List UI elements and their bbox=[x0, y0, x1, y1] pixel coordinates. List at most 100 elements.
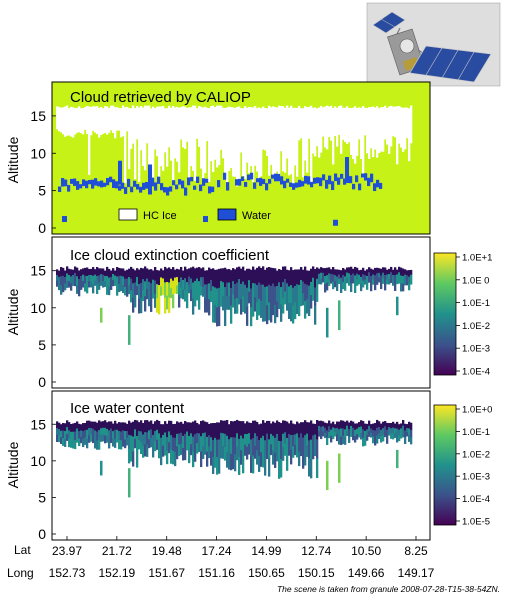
field-cell bbox=[60, 424, 63, 431]
field-cell bbox=[294, 444, 297, 456]
colorbar-tick-label: 1.0E 0 bbox=[462, 275, 489, 286]
field-cell bbox=[134, 429, 137, 439]
field-cell bbox=[302, 293, 305, 306]
water-cloud-cell bbox=[205, 178, 209, 183]
field-cell bbox=[388, 423, 391, 428]
field-cell bbox=[56, 280, 59, 287]
field-cell bbox=[392, 280, 395, 286]
field-cell bbox=[328, 279, 331, 286]
field-cell bbox=[114, 275, 117, 281]
field-cell bbox=[122, 438, 125, 447]
lat-tick-label: 17.24 bbox=[202, 544, 232, 558]
field-cell bbox=[338, 436, 341, 445]
field-cell bbox=[400, 433, 403, 439]
field-cell bbox=[388, 273, 391, 280]
field-cell bbox=[80, 430, 83, 437]
field-cell bbox=[270, 423, 273, 435]
field-cell bbox=[90, 434, 93, 442]
field-cell bbox=[306, 298, 309, 314]
field-cell bbox=[230, 453, 233, 471]
field-cell bbox=[214, 423, 217, 439]
field-cell bbox=[242, 421, 245, 439]
field-cell bbox=[170, 278, 173, 289]
field-cell bbox=[266, 286, 269, 306]
field-cell bbox=[184, 433, 187, 448]
field-cell bbox=[340, 285, 343, 294]
panel-frame bbox=[51, 236, 431, 389]
water-cloud-cell bbox=[133, 180, 137, 187]
field-cell bbox=[288, 302, 291, 319]
field-cell bbox=[248, 422, 251, 434]
hc-ice-column bbox=[172, 105, 175, 181]
field-cell bbox=[302, 281, 305, 294]
field-cell bbox=[254, 283, 257, 298]
extinction-field bbox=[56, 266, 413, 345]
field-cell bbox=[200, 268, 203, 278]
field-cell bbox=[338, 421, 341, 430]
field-cell bbox=[232, 281, 235, 295]
water-cloud-cell bbox=[283, 180, 287, 189]
field-cell bbox=[220, 420, 223, 434]
field-cell bbox=[202, 286, 205, 297]
colorbar-extinction: 1.0E+1 1.0E 0 1.0E-1 1.0E-2 1.0E-3 1.0E-4 bbox=[433, 253, 492, 378]
field-cell bbox=[204, 284, 207, 299]
long-tick-label: 151.16 bbox=[198, 566, 235, 580]
hc-ice-column bbox=[372, 106, 375, 158]
field-cell bbox=[218, 306, 221, 327]
y-tick-label: 0 bbox=[38, 374, 46, 390]
field-cell bbox=[402, 419, 405, 426]
field-cell bbox=[256, 421, 259, 437]
field-cell bbox=[344, 269, 347, 277]
hc-ice-column bbox=[114, 107, 117, 139]
field-cell bbox=[192, 266, 195, 283]
field-cell bbox=[164, 282, 167, 299]
field-cell bbox=[256, 285, 259, 303]
hc-ice-column bbox=[376, 106, 379, 158]
field-cell bbox=[386, 436, 389, 444]
field-cell bbox=[274, 452, 277, 468]
field-cell bbox=[74, 422, 77, 432]
field-cell bbox=[82, 268, 85, 275]
field-cell bbox=[308, 440, 311, 459]
field-cell bbox=[378, 277, 381, 283]
water-cloud-cell bbox=[85, 180, 89, 189]
field-cell bbox=[56, 275, 59, 282]
field-cell bbox=[302, 437, 305, 454]
water-cloud-cell bbox=[358, 183, 362, 191]
hc-ice-column bbox=[82, 108, 85, 135]
field-cell bbox=[170, 420, 173, 436]
field-cell bbox=[260, 267, 263, 285]
field-cell bbox=[186, 422, 189, 432]
field-cell bbox=[210, 451, 213, 466]
water-cloud-cell bbox=[64, 179, 68, 187]
field-cell bbox=[330, 435, 333, 443]
field-cell bbox=[398, 429, 401, 436]
field-cell bbox=[350, 266, 353, 276]
hc-ice-column bbox=[174, 107, 177, 159]
water-cloud-cell bbox=[118, 160, 122, 185]
field-cell bbox=[246, 268, 249, 288]
field-cell bbox=[350, 275, 353, 284]
field-cell bbox=[348, 267, 351, 274]
field-cell bbox=[68, 274, 71, 282]
hc-ice-column bbox=[306, 107, 309, 173]
field-cell bbox=[276, 270, 279, 287]
field-cell bbox=[312, 289, 315, 301]
field-cell bbox=[410, 279, 413, 285]
hc-ice-column bbox=[70, 106, 73, 137]
field-cell bbox=[224, 420, 227, 435]
field-cell bbox=[100, 460, 103, 476]
field-cell bbox=[386, 279, 389, 285]
field-cell bbox=[240, 450, 243, 465]
field-cell bbox=[358, 422, 361, 428]
field-cell bbox=[342, 267, 345, 276]
field-cell bbox=[188, 276, 191, 286]
field-cell bbox=[396, 269, 399, 275]
field-cell bbox=[348, 429, 351, 437]
field-cell bbox=[250, 422, 253, 440]
y-tick-label: 5 bbox=[38, 183, 46, 199]
hc-ice-column bbox=[338, 106, 341, 135]
field-cell bbox=[56, 421, 59, 429]
field-cell bbox=[330, 273, 333, 279]
hc-ice-column bbox=[342, 107, 345, 140]
